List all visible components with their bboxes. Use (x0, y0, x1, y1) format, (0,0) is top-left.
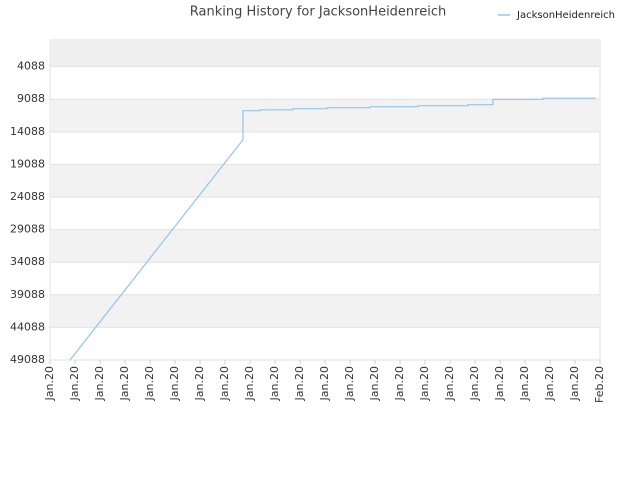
x-tick-label: Jan.20 (468, 366, 481, 401)
x-tick-label: Jan.20 (368, 366, 381, 401)
x-tick-label: Jan.20 (318, 366, 331, 401)
x-tick-label: Jan.20 (243, 366, 256, 401)
x-tick-label: Jan.20 (393, 366, 406, 401)
x-tick-label: Jan.20 (418, 366, 431, 401)
x-tick-label: Jan.20 (193, 366, 206, 401)
grid-band (50, 294, 600, 328)
x-tick-label: Jan.20 (93, 366, 106, 401)
y-tick-label: 14088 (10, 125, 45, 138)
x-tick-label: Jan.20 (343, 366, 356, 401)
x-tick-label: Jan.20 (168, 366, 181, 401)
x-tick-label: Jan.20 (493, 366, 506, 401)
x-tick-label: Jan.20 (568, 366, 581, 401)
y-tick-label: 39088 (10, 288, 45, 301)
y-tick-label: 9088 (17, 92, 45, 105)
line (69, 97, 596, 361)
y-tick-label: 24088 (10, 190, 45, 203)
chart-title: Ranking History for JacksonHeidenreich (190, 5, 446, 20)
y-tick-label: 19088 (10, 157, 45, 170)
y-tick-label: 44088 (10, 320, 45, 333)
x-tick-label: Jan.20 (518, 366, 531, 401)
x-tick-label: Jan.20 (143, 366, 156, 401)
x-tick-label: Jan.20 (543, 366, 556, 401)
y-tick-label: 4088 (17, 60, 45, 73)
y-tick-label: 34088 (10, 255, 45, 268)
x-tick-label: Jan.20 (118, 366, 131, 401)
x-tick-label: Jan.20 (43, 366, 56, 401)
x-tick-label: Feb.20 (593, 366, 606, 403)
y-tick-label: 49088 (10, 353, 45, 366)
x-tick-label: Jan.20 (68, 366, 81, 401)
x-tick-label: Jan.20 (443, 366, 456, 401)
x-tick-label: Jan.20 (218, 366, 231, 401)
legend-label: JacksonHeidenreich (516, 10, 615, 21)
grid-band (50, 229, 600, 263)
x-tick-label: Jan.20 (293, 366, 306, 401)
x-tick-label: Jan.20 (268, 366, 281, 401)
grid-band (50, 164, 600, 198)
grid-band (50, 40, 600, 67)
grid-band (50, 99, 600, 132)
y-tick-label: 29088 (10, 223, 45, 236)
